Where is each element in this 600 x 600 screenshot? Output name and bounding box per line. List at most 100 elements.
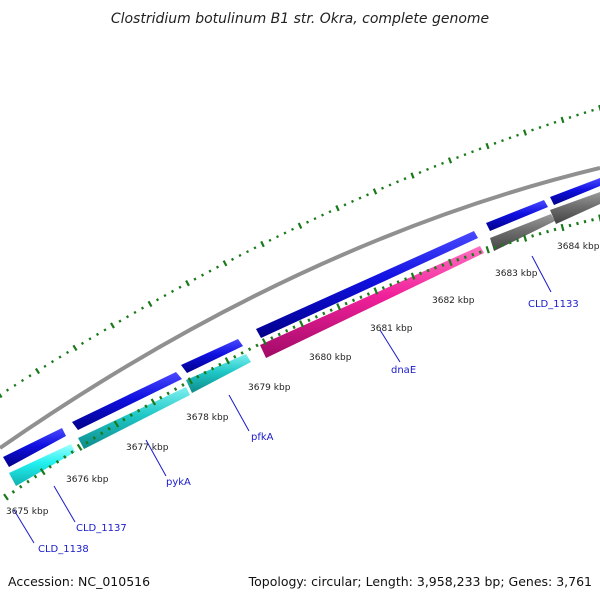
cds-feature[interactable] — [490, 214, 555, 251]
cds-feature[interactable] — [9, 444, 75, 486]
cds-feature[interactable] — [260, 246, 484, 358]
outer-tick-ring — [0, 104, 600, 399]
tick-mark — [485, 246, 490, 254]
tick-mark — [233, 355, 237, 359]
tick-mark — [88, 337, 92, 341]
tick-mark — [493, 141, 497, 145]
tick-mark — [366, 292, 371, 296]
cds-feature[interactable] — [78, 387, 190, 449]
tick-mark — [20, 378, 25, 383]
tick-mark — [320, 213, 325, 217]
gene-label[interactable]: CLD_1133 — [528, 299, 579, 310]
inner-tick-ring — [3, 214, 600, 501]
tick-mark — [147, 300, 153, 308]
gene-label[interactable]: dnaE — [391, 365, 416, 376]
tick-mark — [396, 280, 400, 284]
tick-labels: 3675 kbp 3676 kbp 3677 kbp 3678 kbp 3679… — [6, 242, 600, 517]
gene-label[interactable]: pfkA — [251, 432, 274, 443]
tick-mark — [285, 329, 289, 333]
tick-mark — [523, 234, 528, 242]
tick-mark — [185, 279, 190, 287]
tick-mark — [478, 250, 482, 254]
cds-feature[interactable] — [486, 200, 548, 231]
tick-mark — [129, 413, 133, 417]
gene-label[interactable]: pykA — [166, 477, 191, 488]
tick-mark — [598, 214, 600, 222]
tick-mark — [253, 246, 257, 250]
cds-feature[interactable] — [3, 428, 66, 467]
tick-mark — [403, 177, 407, 181]
tick-mark — [441, 161, 444, 165]
tick-mark — [63, 455, 67, 459]
tick-mark — [522, 129, 528, 136]
feature-track — [3, 178, 600, 486]
tick-mark — [463, 255, 467, 260]
tick-mark — [373, 287, 379, 295]
tick-mark — [173, 387, 178, 391]
tick-mark — [463, 153, 467, 157]
tick-mark — [11, 489, 16, 494]
tick-mark — [351, 298, 356, 303]
tick-label: 3683 kbp — [495, 269, 538, 279]
cds-feature[interactable] — [72, 372, 182, 430]
tick-mark — [516, 133, 519, 137]
tick-mark — [591, 108, 594, 112]
tick-mark — [224, 357, 230, 365]
tick-mark — [501, 139, 504, 143]
tick-label: 3680 kbp — [309, 353, 352, 363]
tick-mark — [247, 347, 252, 352]
tick-mark — [43, 364, 47, 368]
tick-mark — [299, 320, 304, 328]
cds-feature[interactable] — [550, 178, 600, 205]
tick-mark — [291, 227, 294, 231]
gene-label[interactable]: CLD_1137 — [76, 523, 127, 534]
cds-feature[interactable] — [256, 231, 478, 338]
tick-mark — [155, 298, 160, 302]
tick-mark — [215, 265, 220, 269]
tick-mark — [493, 245, 497, 250]
tick-mark — [181, 383, 185, 387]
tick-mark — [277, 332, 281, 337]
tick-mark — [313, 217, 317, 221]
tick-mark — [441, 263, 445, 267]
tick-mark — [305, 220, 310, 224]
tick-mark — [358, 196, 362, 200]
tick-mark — [478, 147, 482, 151]
tick-mark — [26, 479, 30, 484]
tick-mark — [133, 310, 137, 315]
tick-mark — [230, 257, 235, 261]
tick-mark — [568, 115, 572, 119]
tick-mark — [55, 460, 60, 464]
leader-line — [531, 255, 552, 293]
tick-mark — [92, 436, 97, 440]
tick-mark — [335, 205, 340, 212]
accession-text: Accession: NC_010516 — [8, 574, 150, 589]
tick-mark — [448, 258, 453, 267]
tick-mark — [425, 167, 430, 171]
tick-label: 3682 kbp — [432, 296, 475, 306]
tick-mark — [13, 383, 17, 387]
cds-feature[interactable] — [550, 192, 600, 224]
gene-label[interactable]: CLD_1138 — [38, 544, 89, 555]
leader-line — [145, 439, 167, 477]
tick-mark — [240, 351, 244, 355]
tick-mark — [508, 136, 512, 140]
tick-mark — [203, 370, 207, 375]
tick-mark — [28, 374, 32, 378]
tick-mark — [95, 332, 100, 336]
tick-mark — [170, 289, 175, 293]
tick-mark — [576, 221, 579, 226]
tick-mark — [268, 238, 272, 242]
cds-feature[interactable] — [186, 354, 251, 393]
tick-mark — [238, 253, 242, 257]
tick-mark — [297, 222, 303, 229]
tick-mark — [328, 210, 332, 214]
tick-mark — [418, 271, 423, 276]
tick-mark — [531, 128, 534, 132]
tick-mark — [307, 318, 311, 323]
tick-mark — [546, 229, 550, 234]
tick-mark — [381, 286, 385, 290]
cds-feature[interactable] — [181, 339, 243, 373]
leader-line — [379, 329, 401, 363]
